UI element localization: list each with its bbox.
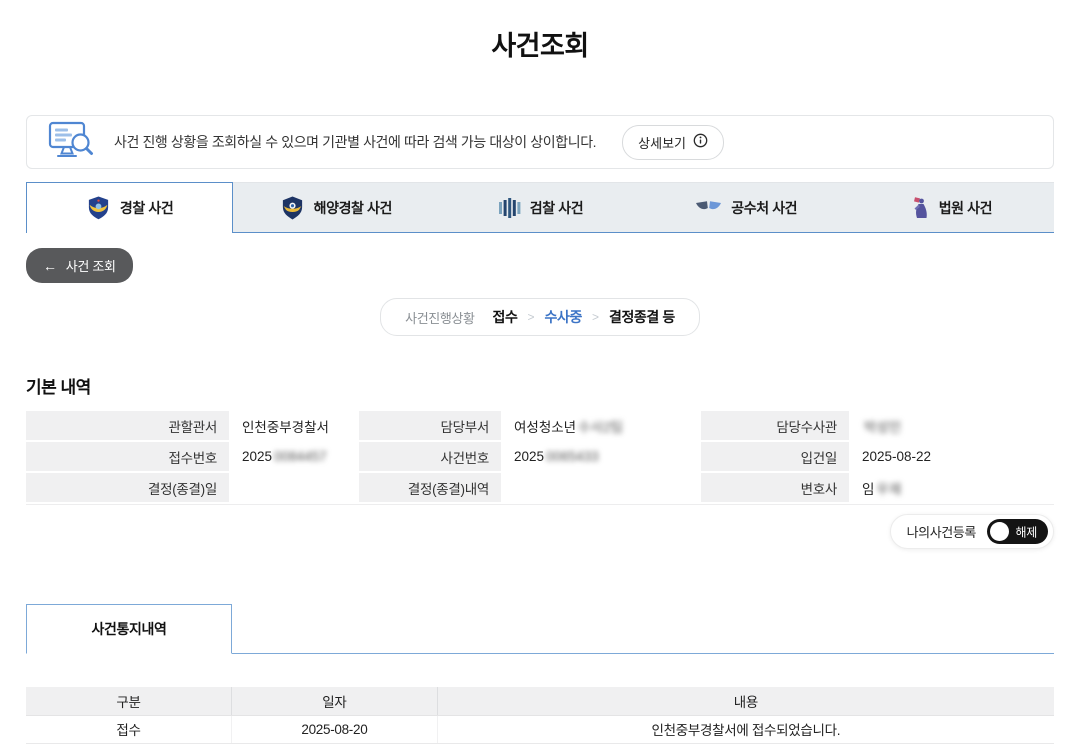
notice-tab-label: 사건통지내역 xyxy=(91,621,167,637)
field-value-booking-date: 2025-08-22 xyxy=(862,449,932,464)
banner-text: 사건 진행 상황을 조회하실 수 있으며 기관별 사건에 따라 검색 가능 대상… xyxy=(114,134,597,150)
progress-label: 사건진행상황 xyxy=(405,310,475,326)
police-emblem-icon xyxy=(86,195,111,221)
field-label-jurisdiction: 관할관서 xyxy=(26,411,229,440)
chevron-separator-icon: > xyxy=(527,310,535,324)
toggle-knob xyxy=(990,522,1009,541)
info-circle-icon xyxy=(693,133,708,151)
redacted-text: 0084457 xyxy=(274,449,327,464)
info-banner: 사건 진행 상황을 조회하실 수 있으며 기관별 사건에 따라 검색 가능 대상… xyxy=(26,115,1054,169)
field-value-case-no: 2025 0065433 xyxy=(514,449,599,464)
prosecution-bars-icon xyxy=(498,197,521,219)
tab-police-case[interactable]: 경찰 사건 xyxy=(26,182,234,233)
back-button-label: 사건 조회 xyxy=(65,259,116,274)
notice-cell-content: 인천중부경찰서에 접수되었습니다. xyxy=(436,715,1054,744)
tab-court-case[interactable]: 법원 사건 xyxy=(848,182,1055,233)
detail-view-label: 상세보기 xyxy=(638,135,687,151)
field-value-decision-detail xyxy=(501,473,701,502)
tab-case-notice-history[interactable]: 사건통지내역 xyxy=(26,604,232,654)
field-label-investigator: 담당수사관 xyxy=(701,411,849,440)
notice-table-header-row: 구분 일자 내용 xyxy=(26,687,1054,716)
my-case-register-toggle[interactable]: 나의사건등록 해제 xyxy=(889,514,1054,549)
tab-cio-case[interactable]: 공수처 사건 xyxy=(643,182,849,233)
progress-step-investigating: 수사중 xyxy=(544,309,583,325)
tab-label: 검찰 사건 xyxy=(529,199,584,216)
field-label-decision-date: 결정(종결)일 xyxy=(26,473,229,502)
tab-label: 경찰 사건 xyxy=(119,200,174,216)
tab-coast-guard-case[interactable]: 해양경찰 사건 xyxy=(233,182,439,233)
back-arrow-icon: ← xyxy=(43,257,57,274)
field-value-investigator: 박성민 xyxy=(849,411,1054,440)
notice-table: 구분 일자 내용 접수 2025-08-20 인천중부경찰서에 접수되었습니다. xyxy=(26,687,1054,744)
agency-tab-bar: 경찰 사건 해양경찰 사건 xyxy=(26,182,1055,233)
basic-details-title: 기본 내역 xyxy=(26,378,91,397)
case-progress-pill: 사건진행상황 접수 > 수사중 > 결정종결 등 xyxy=(380,298,700,336)
court-figure-icon xyxy=(911,196,930,219)
field-label-receipt-no: 접수번호 xyxy=(26,442,229,471)
toggle-switch[interactable]: 해제 xyxy=(987,519,1048,544)
notice-cell-type: 접수 xyxy=(26,715,232,744)
toggle-state-label: 해제 xyxy=(1015,525,1038,539)
page-title: 사건조회 xyxy=(491,31,589,61)
tab-label: 법원 사건 xyxy=(938,199,993,216)
detail-view-button[interactable]: 상세보기 xyxy=(622,124,725,160)
progress-step-closed: 결정종결 등 xyxy=(608,309,675,325)
field-value-jurisdiction: 인천중부경찰서 xyxy=(242,419,329,435)
notice-tab-bar: 사건통지내역 xyxy=(26,604,1054,654)
redacted-text: 0065433 xyxy=(546,449,599,464)
basic-details-table: 관할관서 인천중부경찰서 담당부서 여성청소년 수사2팀 담당수사관 박성민 접수… xyxy=(26,411,1054,505)
field-label-case-no: 사건번호 xyxy=(359,442,501,471)
coast-guard-emblem-icon xyxy=(280,195,305,221)
tab-prosecution-case[interactable]: 검찰 사건 xyxy=(438,182,644,233)
progress-step-received: 접수 xyxy=(492,309,518,325)
table-row: 접수번호 2025 0084457 사건번호 2025 0065433 입건일 20… xyxy=(26,442,1054,471)
tab-label: 공수처 사건 xyxy=(731,199,798,216)
page-container: 사건조회 사건 진행 상황을 조회하실 수 있으며 기관별 사건에 따라 검색 … xyxy=(26,0,1055,744)
my-case-label: 나의사건등록 xyxy=(906,525,977,540)
field-label-lawyer: 변호사 xyxy=(701,473,849,502)
cio-wings-icon xyxy=(695,200,722,216)
field-label-department: 담당부서 xyxy=(359,411,501,440)
redacted-text: 수사2팀 xyxy=(578,419,623,435)
table-row: 접수 2025-08-20 인천중부경찰서에 접수되었습니다. xyxy=(26,715,1054,744)
redacted-text: 박성민 xyxy=(864,419,902,435)
field-value-department: 여성청소년 수사2팀 xyxy=(501,411,701,440)
notice-cell-date: 2025-08-20 xyxy=(231,715,438,744)
field-value-decision-date xyxy=(229,473,359,502)
field-label-decision-detail: 결정(종결)내역 xyxy=(359,473,501,502)
field-value-receipt-no: 2025 0084457 xyxy=(242,449,327,464)
progress-row: 사건진행상황 접수 > 수사중 > 결정종결 등 xyxy=(26,298,1054,336)
field-label-booking-date: 입건일 xyxy=(701,442,849,471)
chevron-separator-icon: > xyxy=(591,310,599,324)
column-header-type: 구분 xyxy=(26,687,232,716)
column-header-content: 내용 xyxy=(436,687,1054,716)
redacted-text: 우재 xyxy=(876,481,902,497)
table-row: 관할관서 인천중부경찰서 담당부서 여성청소년 수사2팀 담당수사관 박성민 xyxy=(26,411,1054,440)
column-header-date: 일자 xyxy=(231,687,438,716)
field-value-lawyer: 임 우재 xyxy=(849,473,1054,502)
back-button[interactable]: ← 사건 조회 xyxy=(26,248,133,283)
tab-label: 해양경찰 사건 xyxy=(313,199,393,216)
monitor-search-icon xyxy=(47,120,94,165)
table-row: 결정(종결)일 결정(종결)내역 변호사 임 우재 xyxy=(26,473,1054,502)
my-case-toggle-row: 나의사건등록 해제 xyxy=(26,514,1054,549)
